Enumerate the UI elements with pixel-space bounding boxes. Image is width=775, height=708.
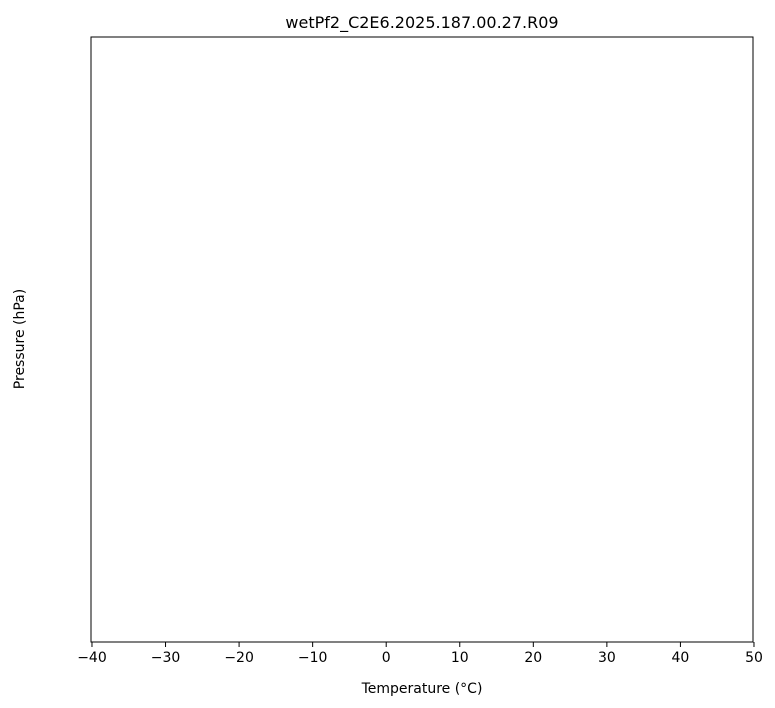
y-axis-title: Pressure (hPa) [12,289,28,389]
x-tick-label: 40 [672,650,690,666]
x-tick-label: 0 [382,650,391,666]
x-tick-label: −40 [77,650,107,666]
x-tick-label: −30 [151,650,181,666]
x-tick-label: 50 [745,650,763,666]
x-tick-label: −20 [224,650,254,666]
x-tick-label: 20 [524,650,542,666]
x-axis-title: Temperature (°C) [361,681,483,697]
plot-frame [90,36,754,643]
x-tick-label: 10 [451,650,469,666]
x-tick-label: 30 [598,650,616,666]
chart-title: wetPf2_C2E6.2025.187.00.27.R09 [285,13,558,33]
plot-background [91,37,753,642]
x-axis-ticks: −40 −30 −20 −10 0 10 20 30 40 50 [77,642,763,666]
x-tick-label: −10 [298,650,328,666]
